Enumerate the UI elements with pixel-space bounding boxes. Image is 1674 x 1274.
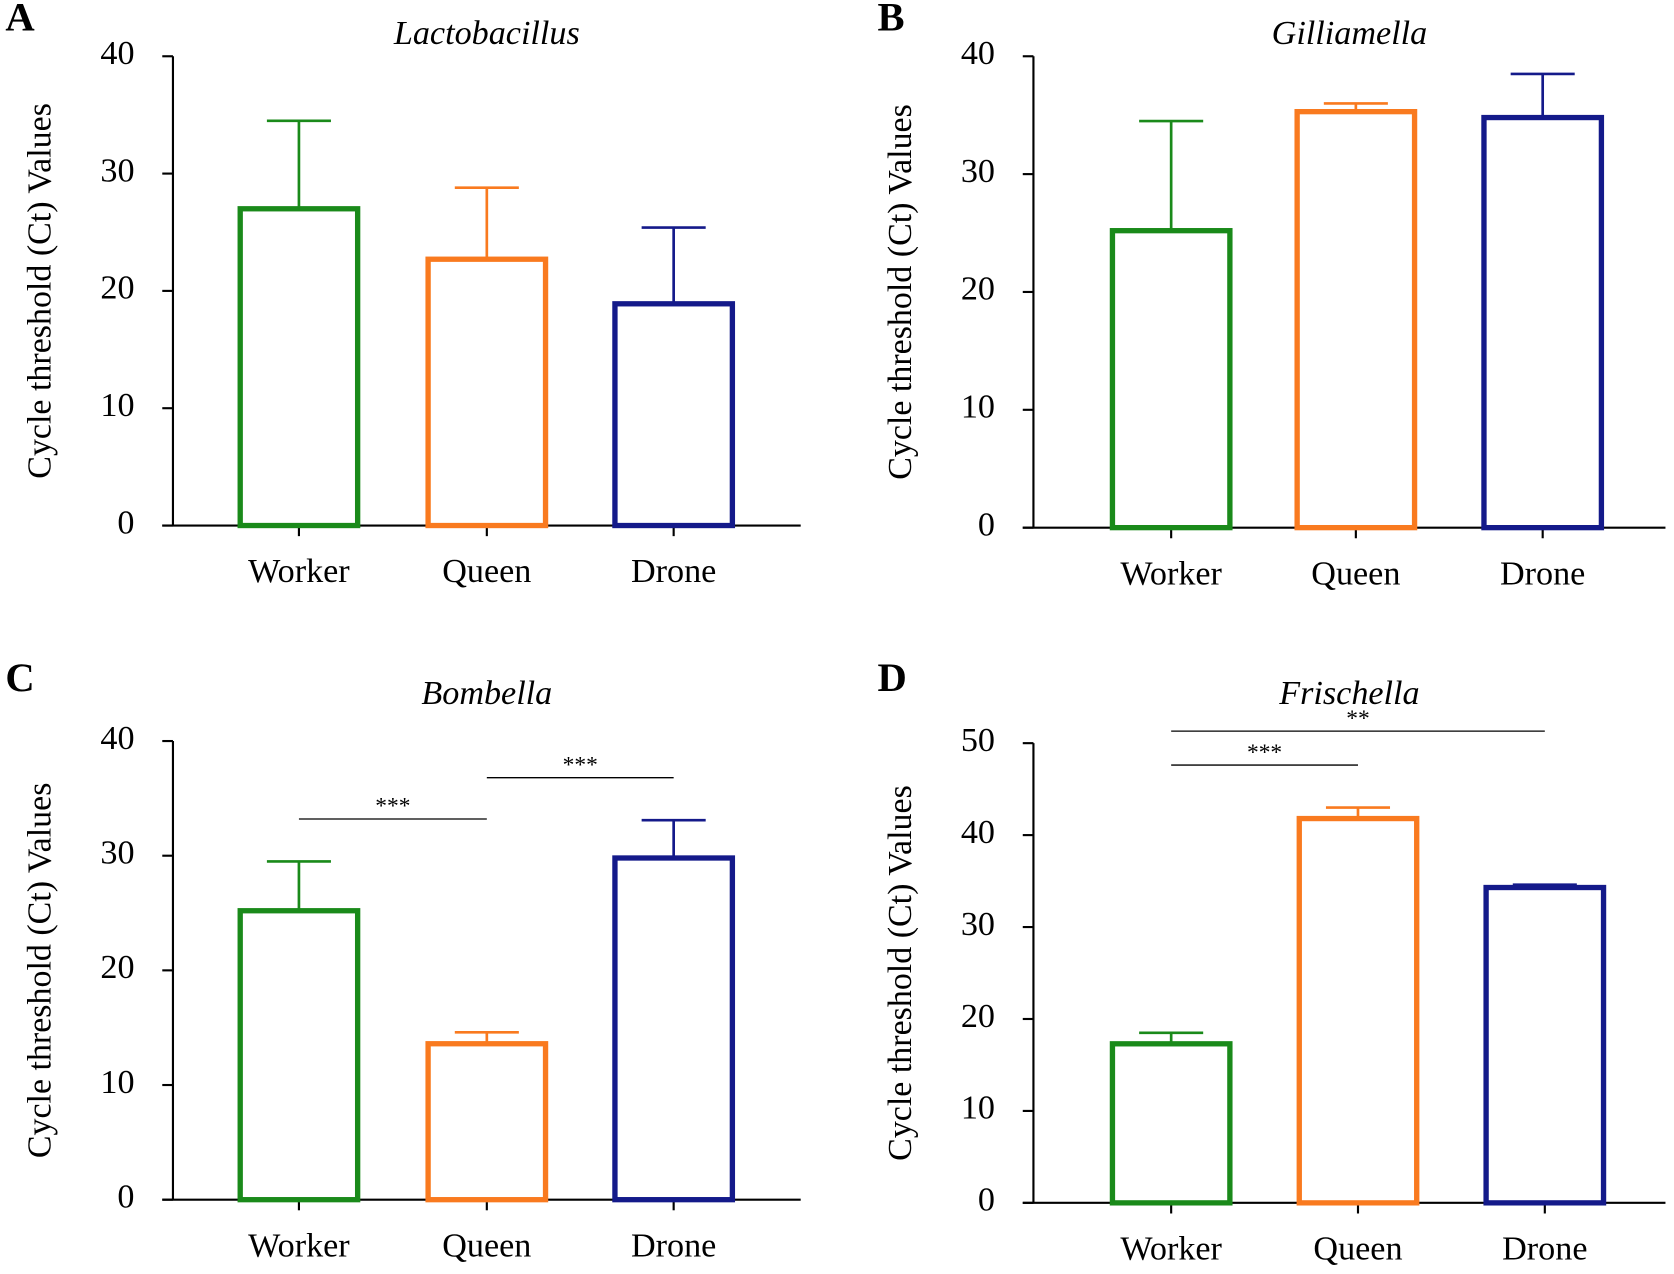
y-tick-label: 30 [961,906,995,943]
x-tick-label: Queen [1313,1231,1402,1268]
significance-label: *** [1247,740,1282,766]
significance-label: *** [563,752,598,778]
y-tick-label: 40 [961,35,995,72]
chart-title: Bombella [421,675,552,712]
x-tick-label: Worker [1120,1231,1222,1268]
bar [1481,114,1605,531]
chart-title: Frischella [1278,675,1419,712]
y-tick-label: 30 [100,835,134,872]
panel-label: A [5,0,34,39]
y-tick-label: 30 [961,153,995,190]
y-tick-label: 50 [961,722,995,759]
y-axis-label: Cycle threshold (Ct) Values [882,785,919,1161]
y-tick-label: 20 [961,271,995,308]
bar [612,855,736,1203]
bar [612,301,736,529]
y-tick-label: 0 [117,1179,134,1216]
panel-label: D [878,655,907,700]
x-tick-label: Queen [442,1227,531,1264]
bar [1109,228,1233,531]
y-tick-label: 10 [961,1090,995,1127]
y-tick-label: 40 [100,35,134,72]
bar [425,256,549,529]
chart-title: Gilliamella [1272,15,1428,52]
y-tick-label: 40 [961,814,995,851]
y-tick-label: 10 [961,389,995,426]
chart-title: Lactobacillus [393,15,580,52]
x-tick-label: Queen [1311,555,1400,592]
y-tick-label: 10 [100,387,134,424]
x-tick-label: Worker [248,553,350,590]
y-axis-label: Cycle threshold (Ct) Values [882,104,919,480]
y-tick-label: 40 [100,720,134,757]
bar [237,206,361,529]
y-tick-label: 20 [100,270,134,307]
significance-label: *** [375,794,410,820]
panel-label: B [878,0,905,39]
y-tick-label: 20 [100,949,134,986]
x-tick-label: Worker [248,1227,350,1264]
x-tick-label: Drone [1502,1231,1587,1268]
bar [1296,815,1420,1206]
x-tick-label: Drone [631,1227,716,1264]
y-tick-label: 30 [100,152,134,189]
bar [1109,1041,1233,1206]
y-tick-label: 0 [978,507,995,544]
x-tick-label: Worker [1120,555,1222,592]
x-tick-label: Drone [1500,555,1585,592]
x-tick-label: Queen [442,553,531,590]
y-tick-label: 0 [978,1182,995,1219]
bar [1294,109,1418,531]
y-tick-label: 20 [961,998,995,1035]
significance-label: ** [1346,706,1369,732]
bar [425,1041,549,1203]
bar [237,908,361,1203]
y-tick-label: 10 [100,1064,134,1101]
bar [1483,884,1607,1206]
y-axis-label: Cycle threshold (Ct) Values [21,783,58,1159]
y-axis-label: Cycle threshold (Ct) Values [21,103,58,479]
y-tick-label: 0 [117,504,134,541]
x-tick-label: Drone [631,553,716,590]
panel-label: C [5,655,34,700]
